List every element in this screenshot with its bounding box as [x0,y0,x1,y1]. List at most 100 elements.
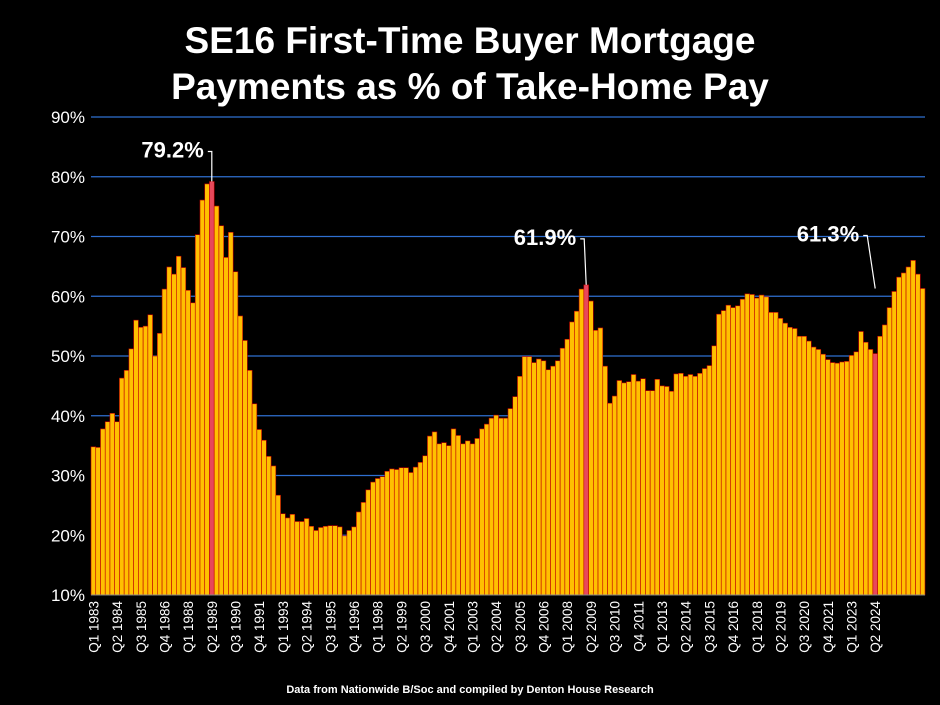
bar [147,314,153,596]
bar [247,370,253,596]
bar [517,376,523,596]
bar [848,355,855,596]
bar [465,440,471,596]
x-tick-label: Q4 2021 [821,601,836,653]
bar [408,472,414,596]
bar [119,377,125,596]
bar [611,395,618,596]
bar [720,310,727,596]
bar [725,304,732,596]
y-tick-label: 20% [51,526,85,545]
y-tick-label: 90% [51,108,85,127]
bar [123,370,130,596]
bar [773,312,779,596]
bar [792,328,798,596]
bar [777,318,784,596]
bar [820,353,826,596]
x-tick-label: Q2 1984 [110,601,125,653]
x-tick-label: Q3 1990 [229,601,244,653]
x-tick-label: Q3 1995 [323,601,338,653]
bar [602,365,608,596]
x-tick-label: Q4 2006 [537,601,552,653]
bar [882,324,888,596]
y-tick-label: 60% [51,287,85,306]
bar [839,361,845,596]
bar [190,302,196,596]
bar [185,289,191,596]
bar [545,369,551,596]
bar [157,332,163,596]
bar [616,380,623,596]
bar [550,365,556,596]
bar [592,330,599,596]
annotation-leader-line [207,150,213,182]
bar [375,478,381,596]
bar [915,273,921,596]
bar [384,471,390,596]
bar [460,443,466,596]
bar [891,291,897,596]
bar [488,417,495,596]
bar [853,351,859,596]
bar [654,378,660,596]
bar [507,408,514,596]
bar [829,362,836,596]
x-tick-label: Q3 2000 [418,601,433,653]
bar [294,521,300,596]
x-tick-label: Q4 2016 [726,601,741,653]
x-tick-label: Q1 1983 [86,601,101,653]
bar [730,307,736,596]
bar [427,435,433,596]
x-tick-label: Q3 2010 [608,601,623,653]
annotation-label: 61.9% [514,225,576,250]
bar [446,445,452,596]
highlight-bar [583,284,589,596]
bar [280,513,286,596]
bar [275,494,281,596]
bar [166,266,172,596]
bar [668,390,675,596]
x-tick-label: Q4 2001 [442,601,457,653]
bar [844,361,850,596]
x-tick-label: Q3 1985 [134,601,149,653]
bar [635,380,641,596]
bar [341,535,348,596]
bar [896,276,902,596]
bar [284,517,291,596]
bar [171,273,177,596]
bar [322,525,329,596]
bar [597,327,604,596]
y-tick-label: 80% [51,168,85,187]
bar [810,346,817,596]
bar [332,525,338,596]
bar [630,374,637,596]
bar [607,402,613,596]
bar [223,257,229,596]
bar [104,421,111,596]
bar [649,390,656,596]
annotation-label: 61.3% [797,222,859,247]
bar [858,331,864,596]
bar [825,359,831,596]
bar [114,421,120,596]
x-tick-label: Q3 2005 [513,601,528,653]
bar [90,446,97,596]
annotation-leader-line [863,234,876,289]
bar [673,373,679,596]
bar [521,356,528,596]
bar [180,267,187,596]
bar [664,386,670,596]
x-tick-label: Q1 1998 [371,601,386,653]
bar [218,225,224,596]
bar [161,288,168,596]
bar [365,489,371,596]
source-note: Data from Nationwide B/Soc and compiled … [286,684,654,696]
bar [422,455,428,596]
x-tick-label: Q2 1999 [394,601,409,653]
bar [569,321,575,596]
bar [469,443,476,596]
bar [128,348,134,596]
bar [289,514,296,596]
bar [768,312,774,596]
bar [484,423,490,596]
